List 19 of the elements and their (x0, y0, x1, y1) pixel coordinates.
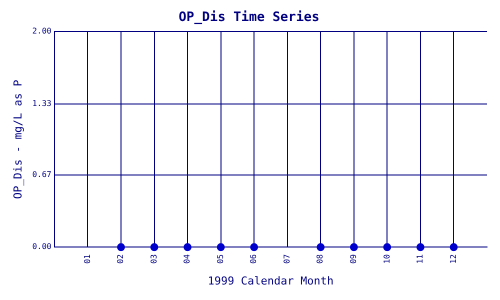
x-tick-label: 10 (382, 254, 392, 264)
y-tick-label: 0.67 (32, 170, 52, 180)
x-tick-label: 12 (448, 254, 458, 264)
x-tick-label: 07 (282, 254, 292, 264)
y-axis-title: OP_Dis - mg/L as P (11, 79, 24, 199)
x-tick-label: 08 (316, 254, 325, 264)
x-tick-label: 11 (416, 254, 425, 264)
y-tick-label: 1.33 (32, 98, 52, 108)
x-tick-label: 03 (149, 254, 158, 264)
x-tick-label: 06 (249, 254, 258, 264)
x-tick-label: 02 (116, 254, 126, 264)
y-tick-label: 0.00 (32, 242, 52, 252)
x-tick-label: 01 (82, 254, 92, 264)
x-tick-label: 09 (348, 254, 358, 264)
x-axis-title: 1999 Calendar Month (208, 274, 334, 288)
y-tick-label: 2.00 (32, 26, 52, 36)
chart-title: OP_Dis Time Series (178, 10, 320, 26)
x-tick-label: 04 (182, 254, 192, 264)
x-tick-label: 05 (216, 254, 225, 264)
